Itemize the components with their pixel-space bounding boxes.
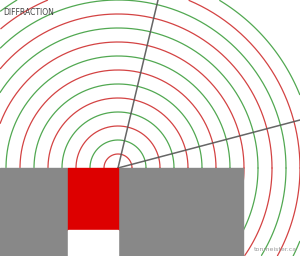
Bar xyxy=(68,230,118,256)
Bar xyxy=(68,168,118,230)
Text: DIFFRACTION: DIFFRACTION xyxy=(3,8,54,17)
Bar xyxy=(0,168,68,256)
Text: tonmeister.ca: tonmeister.ca xyxy=(254,247,297,252)
Bar xyxy=(118,168,243,256)
